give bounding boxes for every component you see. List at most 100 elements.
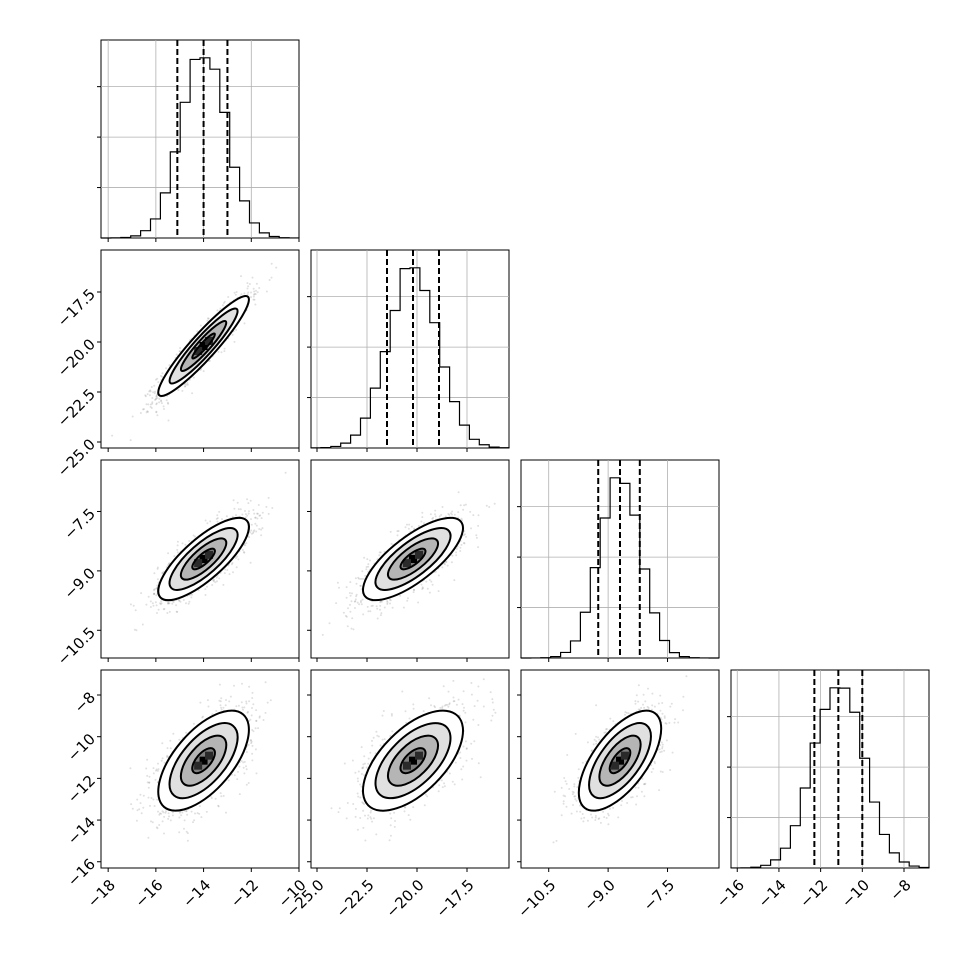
scatter-point: [231, 515, 234, 518]
scatter-point: [175, 610, 178, 613]
scatter-point: [151, 401, 154, 404]
scatter-point: [155, 594, 158, 597]
scatter-point: [243, 292, 246, 295]
scatter-point: [145, 411, 148, 414]
scatter-point: [455, 547, 458, 550]
scatter-point: [188, 600, 191, 603]
scatter-point: [361, 577, 364, 580]
scatter-point: [358, 577, 361, 580]
scatter-point: [176, 544, 179, 547]
scatter-point: [185, 383, 188, 386]
scatter-point: [371, 604, 374, 607]
scatter-point: [156, 566, 159, 569]
scatter-panel-2-1: [307, 459, 510, 662]
scatter-point: [131, 807, 134, 810]
scatter-point: [235, 566, 238, 569]
scatter-point: [247, 502, 250, 505]
scatter-point: [407, 527, 410, 530]
scatter-point: [250, 291, 252, 294]
scatter-point: [247, 285, 250, 288]
scatter-point: [176, 551, 179, 554]
scatter-point: [166, 754, 169, 757]
scatter-point: [180, 814, 183, 817]
scatter-point: [158, 401, 161, 404]
scatter-point: [253, 293, 255, 296]
scatter-point: [216, 514, 219, 517]
scatter-point: [438, 515, 441, 518]
scatter-point: [156, 798, 159, 801]
scatter-point: [160, 602, 163, 605]
scatter-point: [207, 317, 209, 320]
scatter-point: [156, 584, 159, 587]
panel-content: [129, 681, 272, 842]
scatter-point: [135, 629, 138, 632]
scatter-point: [336, 581, 339, 584]
scatter-point: [464, 503, 467, 506]
scatter-point: [159, 603, 162, 606]
scatter-point: [248, 510, 250, 513]
scatter-point: [199, 368, 202, 371]
scatter-point: [186, 813, 189, 816]
scatter-point: [173, 555, 176, 558]
contour-line: [179, 319, 228, 372]
scatter-point: [223, 350, 226, 353]
scatter-point: [239, 508, 242, 511]
density-peak: [409, 555, 417, 563]
scatter-point: [493, 502, 496, 505]
scatter-point: [447, 512, 450, 515]
scatter-point: [252, 295, 255, 298]
scatter-point: [275, 266, 278, 269]
contour-line: [157, 295, 250, 398]
scatter-point: [149, 606, 152, 608]
scatter-point: [160, 399, 163, 402]
scatter-point: [142, 794, 145, 797]
scatter-point: [249, 531, 252, 534]
scatter-point: [129, 603, 132, 606]
scatter-point: [254, 516, 257, 519]
contour-line: [386, 537, 439, 581]
contour-line: [361, 516, 464, 602]
scatter-point: [206, 522, 209, 525]
scatter-point: [223, 347, 226, 350]
scatter-point: [477, 514, 480, 517]
scatter-point: [402, 606, 405, 609]
scatter-point: [379, 601, 382, 604]
scatter-point: [213, 580, 215, 583]
scatter-point: [149, 804, 151, 807]
scatter-point: [437, 574, 440, 577]
scatter-point: [190, 596, 193, 599]
contour-line: [157, 516, 250, 602]
scatter-point: [183, 827, 185, 830]
scatter-point: [365, 568, 368, 571]
scatter-point: [241, 513, 244, 516]
scatter-point: [155, 402, 158, 405]
scatter-point: [168, 364, 171, 367]
scatter-point: [367, 610, 370, 613]
scatter-point: [366, 605, 369, 608]
scatter-point: [231, 562, 234, 564]
scatter-point: [220, 708, 223, 711]
scatter-point: [378, 551, 381, 554]
scatter-point: [236, 555, 239, 558]
scatter-point: [214, 581, 217, 584]
scatter-point: [184, 543, 187, 546]
scatter-point: [155, 397, 158, 400]
scatter-point: [171, 811, 174, 814]
scatter-point: [258, 528, 261, 530]
scatter-point: [254, 522, 257, 525]
scatter-point: [328, 622, 331, 625]
scatter-point: [228, 573, 231, 576]
scatter-point: [270, 262, 273, 265]
scatter-point: [199, 701, 202, 704]
scatter-point: [221, 304, 224, 307]
scatter-point: [155, 395, 158, 398]
scatter-point: [243, 551, 246, 554]
scatter-point: [440, 513, 443, 516]
scatter-point: [245, 765, 247, 768]
scatter-point: [136, 809, 139, 812]
scatter-point: [168, 610, 171, 613]
scatter-point: [258, 716, 261, 719]
scatter-point: [244, 544, 247, 547]
scatter-point: [417, 601, 420, 604]
scatter-point: [151, 821, 154, 824]
